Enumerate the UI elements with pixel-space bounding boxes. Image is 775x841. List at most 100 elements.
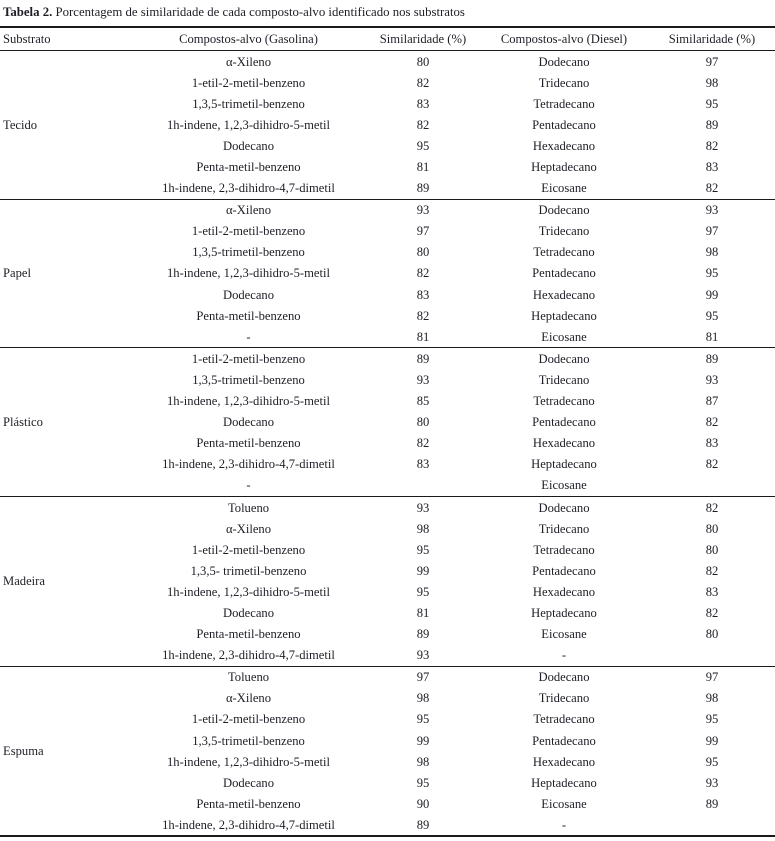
table-row: 1h-indene, 2,3-dihidro-4,7-dimetil 93 -: [0, 645, 775, 667]
table-row: Penta-metil-benzeno 81 Heptadecano 83: [0, 156, 775, 177]
compound-diesel-cell: Heptadecano: [531, 775, 597, 790]
similarity-gasoline-cell: 82: [416, 117, 430, 132]
similarity-diesel-cell: 83: [705, 436, 719, 451]
similarity-gasoline-cell: 95: [416, 712, 430, 727]
similarity-diesel-cell: 93: [705, 372, 719, 387]
table-row: Papel α-Xileno 93 Dodecano 93: [0, 198, 775, 348]
similarity-gasoline-cell: 85: [416, 394, 430, 409]
similarity-gasoline-cell: 81: [416, 160, 430, 175]
compound-gasoline-cell: α-Xileno: [225, 521, 272, 536]
similarity-diesel-cell: 98: [705, 245, 719, 260]
similarity-diesel-cell: 95: [705, 96, 719, 111]
table-row: Dodecano 80 Pentadecano 82: [0, 412, 775, 433]
similarity-diesel-cell: 93: [705, 775, 719, 790]
similarity-gasoline-cell: [367, 475, 479, 497]
similarity-gasoline-cell: 89: [416, 817, 430, 832]
similarity-diesel-cell: 83: [705, 584, 719, 599]
similarity-diesel-cell: 99: [705, 733, 719, 748]
similarity-gasoline-cell: 83: [416, 457, 430, 472]
substrate-cell: Papel: [0, 198, 130, 348]
similarity-gasoline-cell: 82: [416, 75, 430, 90]
column-header-similaridade-diesel: Similaridade (%): [649, 26, 775, 51]
compound-gasoline-cell: Penta-metil-benzeno: [196, 796, 301, 811]
table-row: 1h-indene, 1,2,3-dihidro-5-metil 98 Hexade…: [0, 751, 775, 772]
compound-diesel-cell: Pentadecano: [532, 733, 596, 748]
similarity-gasoline-cell: 99: [416, 563, 430, 578]
compound-gasoline-cell: Penta-metil-benzeno: [196, 308, 301, 323]
table-title-text: Porcentagem de similaridade de cada comp…: [52, 5, 465, 19]
similarity-gasoline-cell: 82: [416, 266, 430, 281]
similarity-gasoline-cell: 95: [416, 775, 430, 790]
similarity-diesel-cell: 98: [705, 75, 719, 90]
column-header-substrato: Substrato: [0, 26, 130, 51]
table-row: Dodecano 81 Heptadecano 82: [0, 602, 775, 623]
compound-diesel-cell: Hexadecano: [532, 584, 596, 599]
compound-diesel-cell: Pentadecano: [532, 563, 596, 578]
similarity-diesel-cell: 97: [705, 224, 719, 239]
compound-diesel-cell: Tetradecano: [533, 394, 595, 409]
compound-gasoline-cell: -: [246, 478, 251, 493]
similarity-gasoline-cell: 95: [416, 584, 430, 599]
column-header-similaridade-gasolina: Similaridade (%): [367, 26, 479, 51]
similarity-diesel-cell: 98: [705, 691, 719, 706]
similarity-gasoline-cell: 95: [416, 138, 430, 153]
compound-gasoline-cell: 1,3,5-trimetil-benzeno: [192, 733, 305, 748]
compound-diesel-cell: Dodecano: [479, 665, 649, 688]
similarity-gasoline-cell: 95: [416, 542, 430, 557]
similarity-diesel-cell: 93: [649, 198, 775, 221]
similarity-diesel-cell: 82: [649, 495, 775, 519]
table-row: 1-etil-2-metil-benzeno 95 Tetradecano 95: [0, 709, 775, 730]
table-row: 1h-indene, 2,3-dihidro-4,7-dimetil 89 -: [0, 814, 775, 836]
similarity-diesel-cell: 81: [705, 329, 719, 344]
compound-diesel-cell: Dodecano: [479, 198, 649, 221]
similarity-gasoline-cell: 90: [416, 796, 430, 811]
similarity-diesel-cell: 80: [705, 521, 719, 536]
table-row: 1h-indene, 2,3-dihidro-4,7-dimetil 89 Eico…: [0, 178, 775, 200]
similarity-diesel-cell: 82: [705, 605, 719, 620]
compound-diesel-cell: Heptadecano: [531, 605, 597, 620]
similarity-diesel-cell: 80: [705, 627, 719, 642]
compound-diesel-cell: Eicosane: [541, 627, 587, 642]
table-row: α-Xileno 98 Tridecano 98: [0, 688, 775, 709]
compound-diesel-cell: Eicosane: [541, 181, 587, 196]
compound-gasoline-cell: 1h-indene, 1,2,3-dihidro-5-metil: [167, 266, 330, 281]
similarity-gasoline-cell: 83: [416, 96, 430, 111]
compound-diesel-cell: -: [561, 648, 567, 663]
similarity-gasoline-cell: 98: [416, 754, 430, 769]
compound-gasoline-cell: Penta-metil-benzeno: [196, 627, 301, 642]
compound-diesel-cell: Eicosane: [541, 796, 587, 811]
compound-gasoline-cell: 1h-indene, 1,2,3-dihidro-5-metil: [167, 117, 330, 132]
table-row: Dodecano 83 Hexadecano 99: [0, 284, 775, 305]
compound-diesel-cell: Tridecano: [538, 224, 590, 239]
similarity-diesel-cell: 87: [705, 394, 719, 409]
similarity-gasoline-cell: 82: [416, 308, 430, 323]
table-row: Dodecano 95 Hexadecano 82: [0, 135, 775, 156]
compound-gasoline-cell: 1,3,5-trimetil-benzeno: [192, 96, 305, 111]
table-row: 1h-indene, 1,2,3-dihidro-5-metil 82 Pentad…: [0, 263, 775, 284]
similarity-gasoline-cell: 93: [416, 648, 430, 663]
similarity-diesel-cell: 89: [649, 347, 775, 370]
similarity-gasoline-cell: 99: [416, 733, 430, 748]
compound-diesel-cell: Heptadecano: [531, 457, 597, 472]
compound-diesel-cell: Hexadecano: [532, 754, 596, 769]
similarity-gasoline-cell: 98: [416, 521, 430, 536]
table-row: 1h-indene, 2,3-dihidro-4,7-dimetil 83 Hept…: [0, 454, 775, 475]
compound-gasoline-cell: 1,3,5-trimetil-benzeno: [192, 245, 305, 260]
compound-diesel-cell: Tetradecano: [533, 96, 595, 111]
compound-gasoline-cell: Penta-metil-benzeno: [196, 436, 301, 451]
table-row: Penta-metil-benzeno 82 Hexadecano 83: [0, 433, 775, 454]
table-row: α-Xileno 98 Tridecano 80: [0, 518, 775, 539]
similarity-diesel-cell: 95: [705, 712, 719, 727]
compound-diesel-cell: Pentadecano: [532, 266, 596, 281]
compound-diesel-cell: Heptadecano: [531, 308, 597, 323]
similarity-diesel-cell: 82: [705, 457, 719, 472]
compound-diesel-cell: Dodecano: [479, 347, 649, 370]
compound-gasoline-cell: 1h-indene, 1,2,3-dihidro-5-metil: [167, 394, 330, 409]
table-title-label: Tabela 2.: [3, 5, 53, 19]
table-title: Tabela 2. Porcentagem de similaridade de…: [0, 0, 775, 26]
table-header: Substrato Compostos-alvo (Gasolina) Simi…: [0, 26, 775, 51]
similarity-diesel-cell: 83: [705, 160, 719, 175]
compound-diesel-cell: Hexadecano: [532, 436, 596, 451]
table-row: - Eicosane: [0, 475, 775, 497]
table-row: 1,3,5-trimetil-benzeno 83 Tetradecano 95: [0, 93, 775, 114]
